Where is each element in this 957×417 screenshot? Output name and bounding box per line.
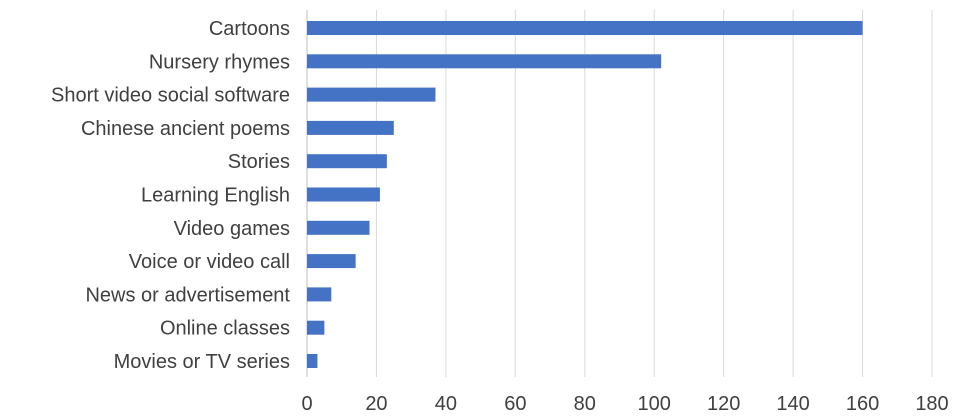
bar-short-video-social-software [307, 87, 436, 102]
bar-online-classes [307, 320, 325, 335]
x-tick-label: 120 [707, 393, 740, 415]
x-tick-label: 80 [574, 393, 596, 415]
gridlines [306, 10, 933, 377]
bars [307, 21, 863, 368]
category-label: News or advertisement [85, 284, 290, 306]
bar-news-or-advertisement [307, 287, 332, 302]
bar-chinese-ancient-poems [307, 120, 394, 135]
category-label: Short video social software [51, 85, 290, 107]
category-label: Chinese ancient poems [81, 118, 290, 140]
x-tick-label: 40 [435, 393, 457, 415]
category-label: Learning English [141, 185, 290, 207]
category-label: Online classes [160, 318, 290, 340]
x-tick-labels: 0 20 40 60 80 100 120 140 160 180 [301, 393, 948, 415]
category-label: Cartoons [209, 18, 290, 40]
x-tick-label: 0 [301, 393, 312, 415]
category-label: Video games [174, 218, 290, 240]
bar-movies-or-tv-series [307, 354, 318, 368]
category-label: Voice or video call [129, 251, 290, 273]
x-tick-label: 160 [846, 393, 879, 415]
category-label: Nursery rhymes [149, 51, 290, 73]
category-label: Stories [228, 151, 290, 173]
category-label: Movies or TV series [114, 351, 290, 373]
x-tick-label: 20 [365, 393, 387, 415]
x-tick-label: 100 [638, 393, 671, 415]
x-tick-label: 180 [915, 393, 948, 415]
x-tick-label: 140 [776, 393, 809, 415]
bar-learning-english [307, 187, 380, 202]
bar-voice-or-video-call [307, 254, 356, 269]
bar-video-games [307, 220, 370, 235]
category-labels: Cartoons Nursery rhymes Short video social… [51, 18, 290, 373]
bar-nursery-rhymes [307, 54, 662, 69]
x-tick-label: 60 [504, 393, 526, 415]
bar-cartoons [307, 21, 863, 35]
bar-stories [307, 154, 387, 169]
